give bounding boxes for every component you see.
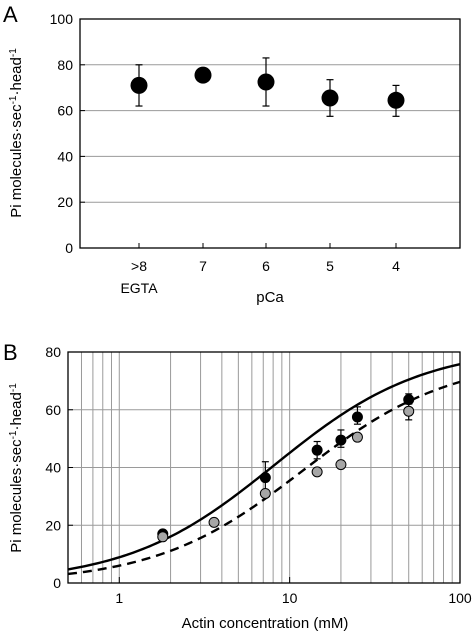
y-tick-label-3: 60 xyxy=(45,402,61,418)
data-point-0 xyxy=(130,76,148,94)
x-axis-label: Actin concentration (mM) xyxy=(182,615,349,632)
data-point-series-1-5 xyxy=(351,431,363,443)
data-point-series-1-1 xyxy=(208,516,220,528)
x-tick-label-0-line1: EGTA xyxy=(120,280,158,296)
x-tick-label-1: 7 xyxy=(199,258,207,274)
x-tick-label-2: 6 xyxy=(262,258,270,274)
data-point-series-0-2 xyxy=(311,444,323,456)
y-tick-label-4: 80 xyxy=(45,344,61,360)
data-point-series-1-2 xyxy=(259,487,271,499)
data-point-3 xyxy=(321,89,339,107)
chart-panel-b: 0 20 40 60 80 1 10 100 Actin concentration (mM) P… xyxy=(8,344,472,632)
x-tick-label-4: 4 xyxy=(392,258,400,274)
panel-b-label: B xyxy=(3,340,18,365)
y-tick-label-1: 20 xyxy=(45,517,61,533)
y-tick-label-3: 60 xyxy=(57,103,73,119)
y-tick-label-2: 40 xyxy=(57,148,73,164)
x-tick-label-0: >8 xyxy=(131,258,147,274)
data-point-series-1-0 xyxy=(157,531,169,543)
chart-panel-a: 0 20 40 60 80 100 >8 EGTA 7 6 5 4 pCa Pi molecules·se… xyxy=(8,11,461,306)
data-point-series-0-4 xyxy=(351,411,363,423)
y-axis-label: Pi molecules·sec-1·head-1 xyxy=(8,383,26,553)
fit-curve-series-1 xyxy=(67,380,461,576)
fit-curve-series-0 xyxy=(67,363,461,571)
y-tick-label-0: 0 xyxy=(53,575,61,591)
x-tick-label-1: 10 xyxy=(282,590,298,606)
data-point-2 xyxy=(257,73,275,91)
data-point-series-1-4 xyxy=(335,459,347,471)
x-tick-label-0: 1 xyxy=(115,590,123,606)
y-tick-label-0: 0 xyxy=(65,240,73,256)
data-point-series-0-1 xyxy=(259,472,271,484)
x-axis-label: pCa xyxy=(256,289,284,306)
data-point-1 xyxy=(194,66,212,84)
plot-frame xyxy=(79,18,461,249)
x-tick-label-3: 5 xyxy=(326,258,334,274)
y-tick-label-5: 100 xyxy=(50,11,74,27)
data-point-series-0-5 xyxy=(403,394,415,406)
y-tick-label-2: 40 xyxy=(45,460,61,476)
data-point-series-1-6 xyxy=(403,405,415,417)
y-tick-label-4: 80 xyxy=(57,57,73,73)
y-axis-label: Pi molecules·sec-1·head-1 xyxy=(8,48,26,218)
data-point-4 xyxy=(387,91,405,109)
data-point-series-0-3 xyxy=(335,434,347,446)
panel-a-label: A xyxy=(3,2,18,27)
data-point-series-1-3 xyxy=(311,466,323,478)
x-tick-label-2: 100 xyxy=(448,590,472,606)
y-tick-label-1: 20 xyxy=(57,194,73,210)
